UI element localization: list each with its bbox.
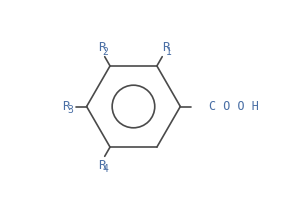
Text: 3: 3 <box>67 105 73 115</box>
Text: C O O H: C O O H <box>209 100 259 113</box>
Text: 1: 1 <box>166 47 172 57</box>
Text: 4: 4 <box>102 164 108 174</box>
Text: R: R <box>162 41 169 54</box>
Text: R: R <box>98 159 105 172</box>
Text: R: R <box>63 100 70 113</box>
Text: 2: 2 <box>102 47 108 57</box>
Text: R: R <box>98 41 105 54</box>
